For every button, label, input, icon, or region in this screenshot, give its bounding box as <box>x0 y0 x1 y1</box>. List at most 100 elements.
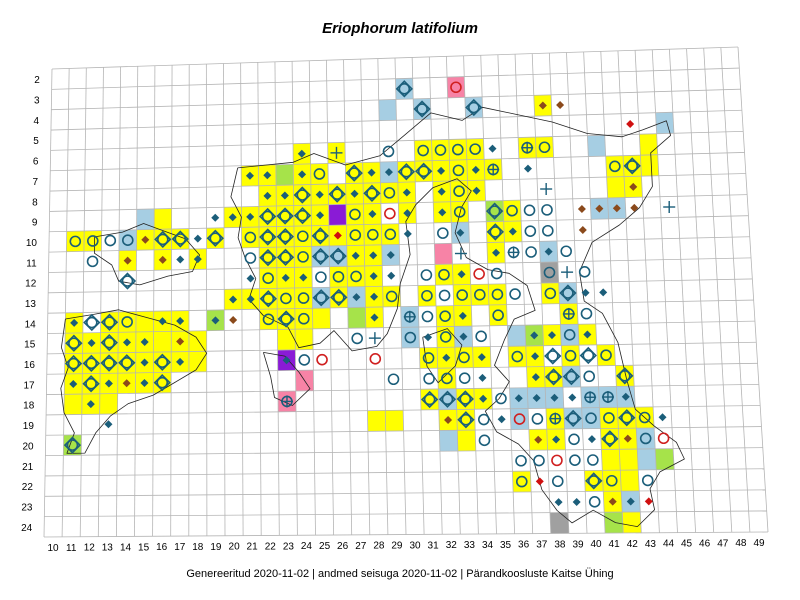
diamond-marker <box>403 229 412 238</box>
cell-symbol <box>458 351 470 364</box>
cell-symbol <box>601 391 614 404</box>
grid-cell <box>620 470 640 492</box>
grid-line <box>45 447 763 457</box>
ring-marker <box>587 454 599 466</box>
ring-marker <box>398 83 411 95</box>
cell-symbol <box>474 288 486 301</box>
cell-symbol <box>282 356 291 365</box>
ring-marker <box>244 252 257 264</box>
grid-line <box>46 362 758 375</box>
cell-symbol <box>439 310 451 322</box>
cell-symbol <box>176 316 185 325</box>
cell-symbol <box>490 267 503 280</box>
grid-cell <box>615 365 635 387</box>
cell-symbol <box>176 337 185 346</box>
row-label: 22 <box>22 482 34 493</box>
grid-cell <box>623 155 642 177</box>
ring-marker <box>477 413 490 426</box>
diamond-marker <box>370 292 379 301</box>
cell-symbol <box>523 164 532 173</box>
ring-marker <box>297 230 309 243</box>
cell-symbol <box>140 378 149 387</box>
diamond-marker <box>523 164 532 173</box>
column-label: 34 <box>482 540 494 551</box>
grid-cell <box>457 430 476 452</box>
cell-symbol <box>477 353 486 362</box>
ring-marker <box>604 433 616 445</box>
cell-symbol <box>535 477 544 486</box>
grid-cell <box>259 308 278 330</box>
cell-symbol <box>118 354 136 372</box>
cell-symbol <box>572 497 581 506</box>
cell-symbol <box>658 413 667 422</box>
cell-symbol <box>384 168 393 177</box>
cell-symbol <box>525 246 537 258</box>
cell-symbol <box>262 272 274 285</box>
cell-symbol <box>544 287 557 300</box>
grid-cell <box>655 448 675 470</box>
grid-cell <box>385 410 404 432</box>
cell-symbol <box>583 330 592 339</box>
grid-cell <box>639 133 658 156</box>
grid-cell <box>100 311 119 333</box>
grid-cell <box>66 230 85 252</box>
diamond-marker <box>229 315 238 324</box>
column-label: 22 <box>265 541 277 552</box>
grid-cell <box>485 200 504 222</box>
cell-symbol <box>439 331 452 343</box>
ring-marker <box>641 474 654 487</box>
diamond-marker <box>368 209 377 218</box>
grid-cell <box>584 470 604 492</box>
cell-symbol <box>211 316 220 325</box>
cell-symbol <box>350 189 359 198</box>
diamond-marker <box>229 295 238 304</box>
grid-cell <box>447 76 465 98</box>
grid-line <box>548 53 570 534</box>
coast-line <box>230 106 685 527</box>
ring-marker <box>104 234 117 247</box>
ring-marker <box>511 350 524 363</box>
cell-symbol <box>663 201 676 214</box>
cell-symbol <box>538 101 547 110</box>
ring-marker <box>523 204 536 217</box>
cell-symbol <box>229 295 238 304</box>
ring-marker <box>488 205 501 217</box>
ring-marker <box>543 266 556 279</box>
diamond-marker <box>572 497 581 506</box>
diamond-marker <box>587 435 596 444</box>
grid-line <box>223 63 226 536</box>
cell-symbol <box>507 246 520 259</box>
cell-symbol <box>585 412 597 424</box>
ring-marker <box>279 251 292 264</box>
cell-symbol <box>465 98 483 117</box>
ring-marker <box>349 229 362 241</box>
diamond-marker <box>535 477 544 486</box>
grid-line <box>669 49 696 533</box>
coast-line <box>60 309 208 454</box>
cell-symbol <box>600 349 612 361</box>
diamond-marker <box>352 293 361 302</box>
cell-symbol <box>561 266 574 279</box>
column-label: 35 <box>500 540 512 551</box>
cell-symbol <box>420 269 433 281</box>
grid-cell <box>311 225 330 247</box>
grid-line <box>583 51 606 534</box>
diamond-marker <box>530 331 539 340</box>
grid-cell <box>378 99 397 121</box>
ring-marker <box>86 316 98 329</box>
diamond-marker <box>211 316 220 325</box>
cell-symbol <box>246 295 255 304</box>
diamond-marker <box>626 119 635 128</box>
ring-marker <box>350 270 362 283</box>
cell-symbol <box>65 334 83 352</box>
row-label: 7 <box>33 177 39 188</box>
ring-marker <box>475 330 487 343</box>
cell-symbol <box>63 436 82 454</box>
row-label: 11 <box>26 258 37 269</box>
ring-marker <box>585 412 597 424</box>
ring-marker <box>491 288 504 301</box>
cell-symbol <box>568 393 577 402</box>
cell-symbol <box>312 289 330 307</box>
row-label: 16 <box>24 360 36 371</box>
